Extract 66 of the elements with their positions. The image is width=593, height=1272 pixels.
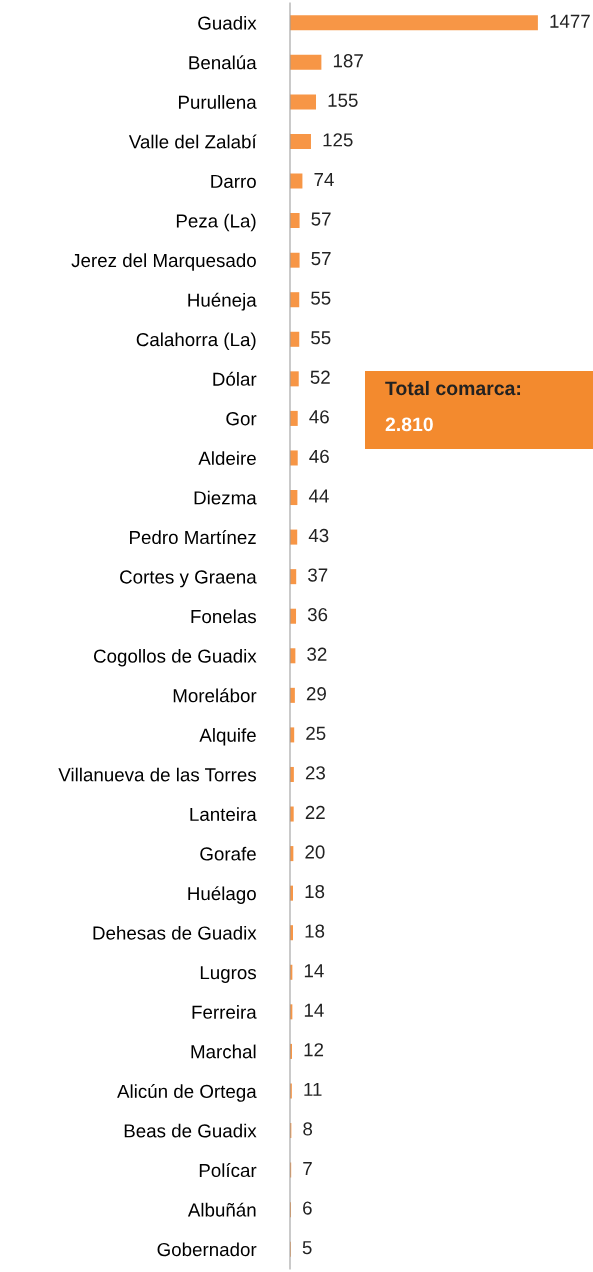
y-tick-label: Pedro Martínez <box>130 530 256 545</box>
y-tick-label: Marchal <box>191 1044 256 1059</box>
data-label: 18 <box>305 924 325 938</box>
data-label: 37 <box>308 568 328 582</box>
data-label: 55 <box>311 331 331 345</box>
y-tick-label: Huélago <box>188 886 256 904</box>
y-tick-label: Valle del Zalabí <box>128 134 257 149</box>
data-label: 44 <box>308 489 329 503</box>
y-tick-label: Aldeire <box>198 451 256 465</box>
data-label: 57 <box>311 252 331 266</box>
y-tick-label: Gor <box>226 412 257 426</box>
data-label: 57 <box>311 212 331 226</box>
data-label: 1477 <box>550 14 590 28</box>
y-tick-label: Dólar <box>213 371 257 386</box>
y-tick-label: Villanueva de las Torres <box>58 767 256 782</box>
data-label: 11 <box>304 1082 322 1096</box>
y-tick-label: Purullena <box>178 95 257 109</box>
y-tick-label: Darro <box>211 174 256 189</box>
data-label: 36 <box>307 607 328 622</box>
data-label: 8 <box>303 1122 313 1136</box>
y-tick-label: Lugros <box>200 966 256 983</box>
data-label: 25 <box>306 726 326 740</box>
y-tick-label: Calahorra (La) <box>136 332 256 350</box>
data-label: 43 <box>308 528 329 543</box>
y-tick-label: Guadix <box>198 15 257 30</box>
data-label: 29 <box>306 687 326 701</box>
y-tick-label: Jerez del Marquesado <box>71 253 256 271</box>
y-tick-label: Ferreira <box>192 1005 257 1019</box>
y-tick-label: Lanteira <box>190 807 257 822</box>
data-label: 18 <box>305 884 325 899</box>
y-tick-label: Albuñán <box>187 1202 256 1217</box>
data-label: 23 <box>305 766 325 780</box>
data-label: 32 <box>307 647 327 661</box>
data-label: 20 <box>305 845 325 859</box>
y-tick-label: Gorafe <box>200 846 256 861</box>
y-tick-label: Morelábor <box>173 688 257 703</box>
y-tick-label: Gobernador <box>157 1242 257 1257</box>
data-label: 125 <box>323 133 353 147</box>
data-label: 14 <box>304 964 324 978</box>
y-tick-label: Benalúa <box>189 55 257 70</box>
data-label: 6 <box>303 1201 312 1215</box>
data-label: 12 <box>304 1043 324 1057</box>
y-tick-label: Polícar <box>199 1163 257 1178</box>
data-label: 55 <box>311 291 331 305</box>
y-tick-label: Huéneja <box>188 292 257 311</box>
annotation: 2.810 <box>385 417 433 432</box>
data-label: 14 <box>304 1003 324 1017</box>
data-label: 155 <box>328 93 358 107</box>
data-label: 46 <box>309 449 329 463</box>
y-tick-label: Diezma <box>194 490 257 505</box>
y-tick-label: Cortes y Graena <box>120 570 257 588</box>
y-tick-label: Alquife <box>199 728 256 746</box>
y-tick-label: Cogollos de Guadix <box>93 648 257 667</box>
data-label: 74 <box>314 172 334 186</box>
y-tick-label: Peza (La) <box>176 213 256 232</box>
y-tick-label: Dehesas de Guadix <box>93 925 257 940</box>
data-label: 46 <box>309 410 329 424</box>
data-label: 5 <box>302 1241 312 1255</box>
y-tick-label: Fonelas <box>191 609 256 624</box>
data-label: 7 <box>303 1162 312 1175</box>
data-label: 52 <box>310 370 330 384</box>
annotation: Total comarca: <box>385 380 521 396</box>
y-tick-label: Alicún de Ortega <box>117 1084 257 1102</box>
y-tick-label: Beas de Guadix <box>124 1123 257 1138</box>
data-label: 187 <box>333 54 363 68</box>
data-label: 22 <box>305 805 325 819</box>
